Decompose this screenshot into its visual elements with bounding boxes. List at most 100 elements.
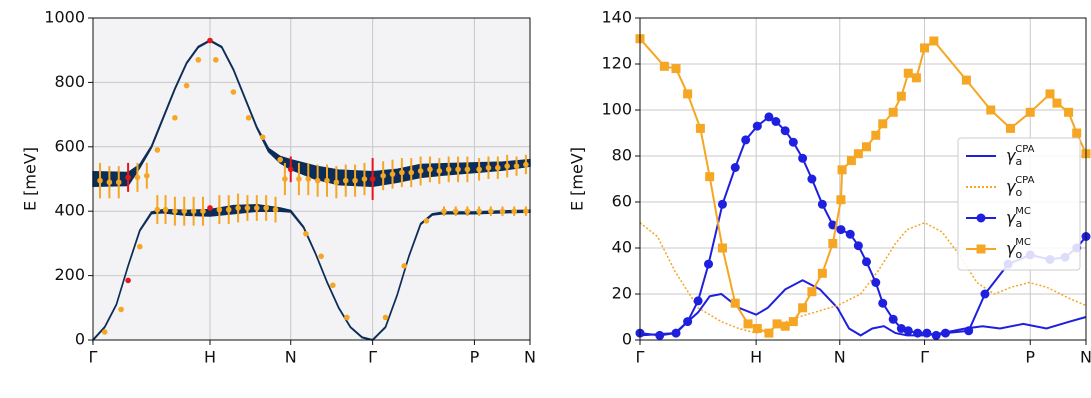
marker xyxy=(705,172,714,181)
marker xyxy=(862,142,871,151)
marker xyxy=(980,290,989,299)
data-point xyxy=(231,89,237,95)
data-point xyxy=(486,165,492,171)
marker xyxy=(889,108,898,117)
marker xyxy=(818,269,827,278)
marker xyxy=(798,154,807,163)
data-point xyxy=(315,178,321,184)
marker xyxy=(753,122,762,131)
legend-subscript: a xyxy=(1015,217,1022,230)
marker xyxy=(741,135,750,144)
x-tick-label: N xyxy=(1080,348,1091,367)
legend-superscript: MC xyxy=(1015,237,1031,248)
data-point xyxy=(226,207,232,213)
marker xyxy=(696,124,705,133)
data-point xyxy=(324,178,330,184)
data-point xyxy=(380,173,386,179)
marker xyxy=(897,92,906,101)
data-point xyxy=(465,167,471,173)
marker xyxy=(920,43,929,52)
data-point xyxy=(488,208,494,214)
data-point xyxy=(282,176,288,182)
marker xyxy=(660,62,669,71)
marker xyxy=(781,322,790,331)
data-point xyxy=(383,315,389,321)
data-point xyxy=(441,208,447,214)
marker xyxy=(878,299,887,308)
data-point xyxy=(401,263,407,269)
legend-marker xyxy=(977,245,986,254)
data-point xyxy=(97,178,103,184)
data-point xyxy=(118,307,124,313)
data-point xyxy=(135,175,141,181)
data-point xyxy=(213,57,219,63)
data-point xyxy=(260,134,266,140)
marker xyxy=(904,326,913,335)
marker xyxy=(694,296,703,305)
marker xyxy=(672,64,681,73)
data-point xyxy=(172,208,178,214)
data-point xyxy=(427,167,433,173)
marker xyxy=(764,329,773,338)
legend-subscript: a xyxy=(1015,155,1022,168)
marker xyxy=(854,149,863,158)
data-point xyxy=(125,175,131,181)
data-point xyxy=(437,168,443,174)
data-point xyxy=(514,163,520,169)
marker xyxy=(871,278,880,287)
data-point xyxy=(453,208,459,214)
marker xyxy=(862,257,871,266)
data-point xyxy=(116,179,122,185)
data-point xyxy=(172,115,178,121)
marker xyxy=(838,165,847,174)
data-point xyxy=(399,170,405,176)
data-point xyxy=(246,115,252,121)
y-tick-label: 60 xyxy=(612,192,632,211)
x-tick-label: P xyxy=(470,348,480,367)
data-point xyxy=(163,207,169,213)
data-point xyxy=(390,171,396,177)
marker xyxy=(771,117,780,126)
data-point xyxy=(465,208,471,214)
marker xyxy=(1072,129,1081,138)
marker xyxy=(846,230,855,239)
data-point xyxy=(446,167,452,173)
x-tick-label: N xyxy=(285,348,297,367)
marker xyxy=(1006,124,1015,133)
data-point xyxy=(184,83,190,89)
y-tick-label: 0 xyxy=(622,330,632,349)
marker xyxy=(922,329,931,338)
y-tick-label: 0 xyxy=(75,330,85,349)
x-tick-label: H xyxy=(204,348,216,367)
x-tick-label: N xyxy=(834,348,846,367)
x-tick-label: Γ xyxy=(920,348,929,367)
marker xyxy=(836,195,845,204)
y-tick-label: 800 xyxy=(54,72,85,91)
data-point xyxy=(334,179,340,185)
marker xyxy=(704,260,713,269)
marker xyxy=(854,241,863,250)
data-point xyxy=(125,278,131,284)
data-point xyxy=(288,167,294,173)
marker xyxy=(807,287,816,296)
data-point xyxy=(107,179,113,185)
x-tick-label: Γ xyxy=(89,348,98,367)
legend-subscript: o xyxy=(1015,248,1022,261)
data-point xyxy=(273,207,279,213)
marker xyxy=(744,319,753,328)
marker xyxy=(929,37,938,46)
data-point xyxy=(207,205,213,211)
marker xyxy=(964,326,973,335)
y-axis-label: E [meV] xyxy=(21,147,40,211)
data-point xyxy=(155,147,161,153)
marker xyxy=(789,138,798,147)
marker xyxy=(672,329,681,338)
marker xyxy=(1026,108,1035,117)
x-tick-label: H xyxy=(750,348,762,367)
legend-marker xyxy=(977,214,986,223)
marker xyxy=(1064,108,1073,117)
y-axis-label: E [meV] xyxy=(568,147,587,211)
marker xyxy=(789,317,798,326)
data-point xyxy=(343,178,349,184)
